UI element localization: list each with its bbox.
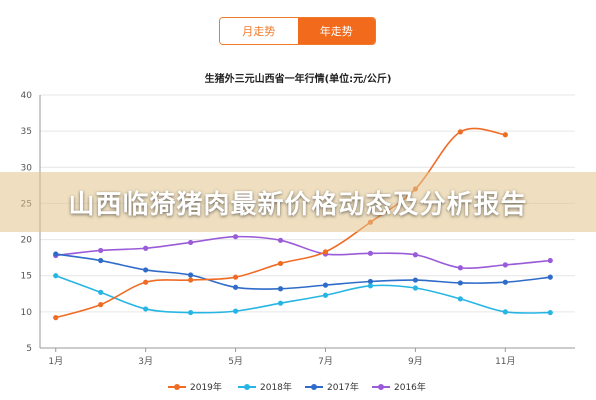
data-point (53, 315, 59, 321)
y-tick-label: 10 (21, 308, 33, 318)
y-tick-label: 30 (21, 163, 33, 173)
series-line (55, 274, 551, 314)
x-tick-label: 9月 (408, 356, 423, 367)
y-tick-label: 15 (21, 272, 32, 282)
data-point (98, 257, 104, 264)
data-point (277, 286, 284, 292)
data-point (143, 267, 149, 273)
data-point (322, 282, 329, 288)
legend-label: 2017年 (327, 381, 359, 393)
data-point (502, 309, 508, 315)
data-point (53, 273, 59, 279)
data-point (457, 265, 463, 271)
legend-marker (174, 384, 180, 390)
data-point (98, 302, 104, 308)
y-tick-label: 5 (26, 344, 32, 354)
x-tick-label: 1月 (48, 356, 63, 367)
legend-label: 2016年 (394, 381, 426, 393)
legend-label: 2018年 (260, 381, 292, 393)
article-banner: 山西临猗猪肉最新价格动态及分析报告 (0, 172, 596, 232)
data-point (277, 300, 284, 306)
x-tick-label: 3月 (138, 356, 153, 367)
data-point (277, 260, 284, 267)
data-point (412, 252, 418, 258)
data-point (232, 234, 239, 240)
data-point (188, 272, 194, 278)
data-point (232, 274, 239, 280)
data-point (277, 237, 284, 243)
tab-year-trend[interactable]: 年走势 (297, 18, 375, 44)
data-point (232, 308, 239, 314)
data-point (457, 129, 463, 135)
y-tick-label: 40 (21, 91, 33, 101)
x-tick-label: 11月 (495, 356, 515, 367)
data-point (322, 249, 329, 255)
legend-label: 2019年 (190, 381, 222, 393)
y-tick-label: 20 (21, 236, 33, 246)
data-point (232, 284, 239, 290)
data-point (53, 251, 59, 257)
data-point (412, 277, 418, 283)
tab-month-trend[interactable]: 月走势 (220, 18, 298, 44)
data-point (457, 296, 463, 302)
data-point (502, 279, 508, 285)
data-point (367, 250, 374, 256)
data-point (143, 306, 149, 312)
series-line (55, 253, 551, 290)
data-point (322, 292, 329, 298)
data-point (502, 262, 508, 268)
data-point (547, 257, 553, 264)
x-tick-label: 5月 (228, 356, 243, 367)
legend-marker (378, 384, 384, 390)
legend-marker (244, 384, 250, 390)
period-tabs: 月走势 年走势 (219, 17, 376, 45)
data-point (143, 245, 149, 251)
data-point (188, 277, 194, 283)
data-point (188, 309, 194, 316)
data-point (412, 285, 418, 291)
data-point (547, 309, 553, 316)
data-point (367, 278, 374, 285)
chart-title: 生猪外三元山西省一年行情(单位:元/公斤) (204, 74, 392, 85)
data-point (143, 279, 149, 285)
data-point (188, 239, 194, 246)
data-point (547, 274, 553, 280)
data-point (502, 132, 508, 138)
data-point (98, 247, 104, 254)
y-tick-label: 35 (21, 127, 32, 137)
legend-marker (311, 384, 317, 390)
x-tick-label: 7月 (318, 356, 333, 367)
series-line (55, 235, 551, 269)
data-point (367, 283, 374, 289)
data-point (457, 280, 463, 286)
data-point (98, 289, 104, 295)
article-title: 山西临猗猪肉最新价格动态及分析报告 (68, 189, 528, 220)
